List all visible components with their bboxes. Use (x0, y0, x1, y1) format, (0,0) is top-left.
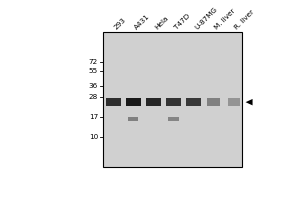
Text: U-87MG: U-87MG (194, 6, 218, 31)
Bar (186, 98, 201, 106)
Text: T47D: T47D (173, 13, 191, 31)
Text: A431: A431 (133, 13, 151, 31)
Bar (126, 98, 141, 106)
Text: R. liver: R. liver (234, 9, 256, 31)
Text: 10: 10 (89, 134, 98, 140)
Text: Hela: Hela (153, 15, 169, 31)
Bar (103, 32, 242, 167)
Text: 293: 293 (113, 17, 127, 31)
Polygon shape (246, 99, 253, 105)
Text: M. liver: M. liver (214, 8, 237, 31)
Text: 17: 17 (89, 114, 98, 120)
Bar (168, 117, 179, 121)
Text: 72: 72 (89, 59, 98, 65)
Text: 55: 55 (89, 68, 98, 74)
Bar (166, 98, 181, 106)
Bar (207, 98, 220, 106)
Text: 28: 28 (89, 94, 98, 100)
Bar (106, 98, 121, 106)
Bar (228, 98, 240, 106)
Bar (128, 117, 138, 121)
Bar (146, 98, 161, 106)
Text: 36: 36 (89, 83, 98, 89)
